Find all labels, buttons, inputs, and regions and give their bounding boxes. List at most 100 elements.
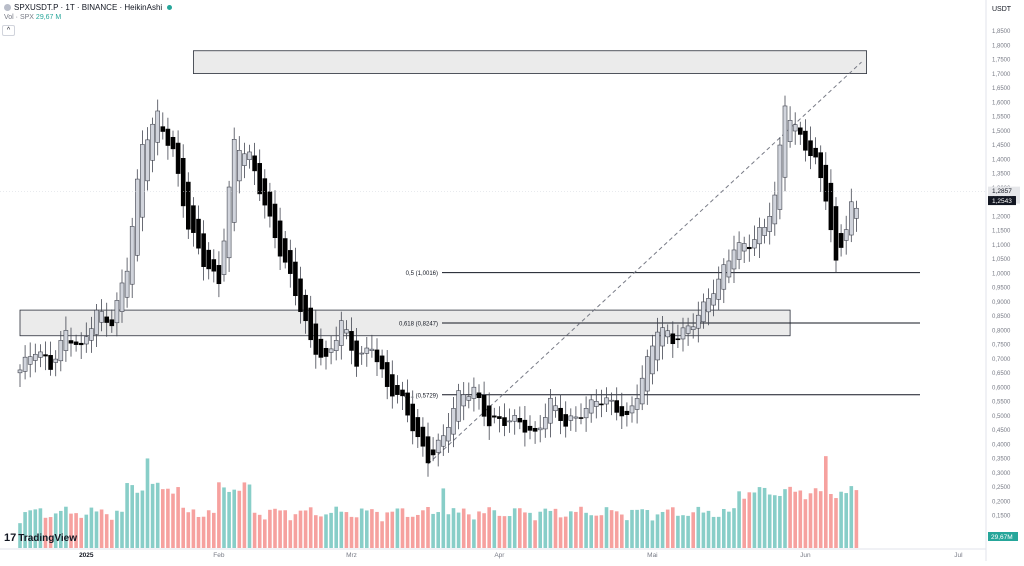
time-tick-label: Apr [494, 552, 505, 559]
candle-body [216, 265, 222, 285]
candle-body [206, 249, 211, 270]
candle-body [828, 182, 834, 231]
candle-body [695, 314, 701, 329]
candle-body [491, 415, 497, 418]
volume-bar [824, 456, 828, 548]
volume-bar [298, 510, 303, 548]
volume-bar [711, 516, 716, 548]
collapse-legend-button[interactable]: ^ [2, 25, 15, 36]
price-tick-label: 0,5500 [992, 400, 1011, 406]
candle-body [109, 319, 115, 327]
volume-bar [206, 510, 211, 548]
volume-bar [257, 514, 262, 548]
candle-body [726, 260, 732, 278]
price-tick-label: 1,0500 [992, 257, 1011, 263]
volume-bar [242, 482, 247, 548]
volume-bar [38, 508, 43, 548]
volume-bar [451, 508, 456, 548]
volume-bar [410, 516, 415, 548]
volume-bar [487, 507, 491, 548]
candle-body [701, 301, 706, 323]
candle-body [43, 354, 48, 357]
candle-body [803, 130, 808, 151]
volume-bar [727, 511, 731, 548]
volume-bar [492, 510, 497, 548]
symbol-header[interactable]: SPXUSDT.P · 1T · BINANCE · HeikinAshi [4, 3, 173, 12]
candle-body [211, 259, 217, 272]
candle-body [196, 218, 201, 249]
volume-bar [319, 516, 323, 548]
candle-body [129, 226, 135, 285]
volume-bar [523, 512, 527, 548]
price-tick-label: 0,8500 [992, 314, 1011, 320]
volume-bar [135, 492, 140, 548]
candle-body [364, 347, 370, 354]
volume-bar [150, 483, 155, 548]
candle-body [379, 355, 385, 370]
candle-body [848, 201, 854, 236]
last-price-value: 1,2857 [992, 188, 1012, 195]
candle-body [818, 152, 824, 179]
bid-price-tag [988, 196, 1016, 206]
volume-bar [472, 519, 476, 548]
volume-bar [196, 516, 201, 548]
candle-body [655, 331, 660, 361]
volume-bar [370, 509, 374, 548]
volume-bar [308, 507, 313, 548]
volume-bar [263, 519, 267, 548]
candle-body [542, 417, 548, 430]
tradingview-logo[interactable]: 17 TradingView [4, 532, 77, 544]
volume-bar [477, 511, 481, 548]
candle-body [231, 139, 237, 223]
volume-bar [334, 506, 338, 548]
candle-body [400, 389, 405, 397]
volume-bar [385, 512, 389, 548]
candle-body [369, 348, 375, 351]
volume-bar [507, 516, 512, 548]
candle-body [777, 144, 783, 210]
candle-body [670, 333, 676, 345]
volume-bar [89, 507, 94, 548]
volume-bar [446, 514, 451, 548]
trend-line [427, 61, 862, 465]
volume-bar [543, 508, 548, 548]
candle-body [767, 216, 773, 232]
volume-bar [839, 491, 843, 548]
volume-bar [344, 512, 349, 548]
volume-bar [538, 511, 542, 548]
candle-body [430, 449, 436, 456]
candle-body [257, 163, 263, 195]
fib-level-label: 0,618 (0,8247) [399, 322, 438, 328]
candle-body [124, 270, 130, 298]
volume-legend[interactable]: Vol · SPX 29,67 M [4, 14, 61, 21]
price-tick-label: 0,7000 [992, 357, 1011, 363]
candle-body [186, 181, 191, 230]
price-tick-label: 1,6000 [992, 100, 1011, 106]
volume-bar [788, 486, 792, 548]
volume-bar [99, 509, 104, 548]
volume-bar [854, 490, 859, 548]
candle-body [359, 352, 365, 355]
candle-body [374, 349, 380, 363]
volume-bar [757, 487, 762, 548]
candle-body [813, 147, 818, 158]
candle-body [563, 414, 569, 427]
volume-bar [609, 510, 614, 548]
candle-body [461, 394, 467, 407]
candle-body [226, 186, 232, 259]
volume-bar [691, 512, 695, 548]
volume-bar [283, 510, 287, 548]
candle-body [752, 239, 757, 249]
volume-bar [660, 511, 665, 548]
volume-bar [701, 512, 706, 548]
candle-body [833, 206, 839, 261]
volume-bar [665, 509, 670, 548]
candle-body [155, 110, 160, 143]
candle-body [757, 227, 762, 245]
candle-body [471, 386, 477, 399]
candle-body [32, 353, 38, 361]
candle-body [609, 399, 614, 402]
candle-body [308, 307, 314, 341]
